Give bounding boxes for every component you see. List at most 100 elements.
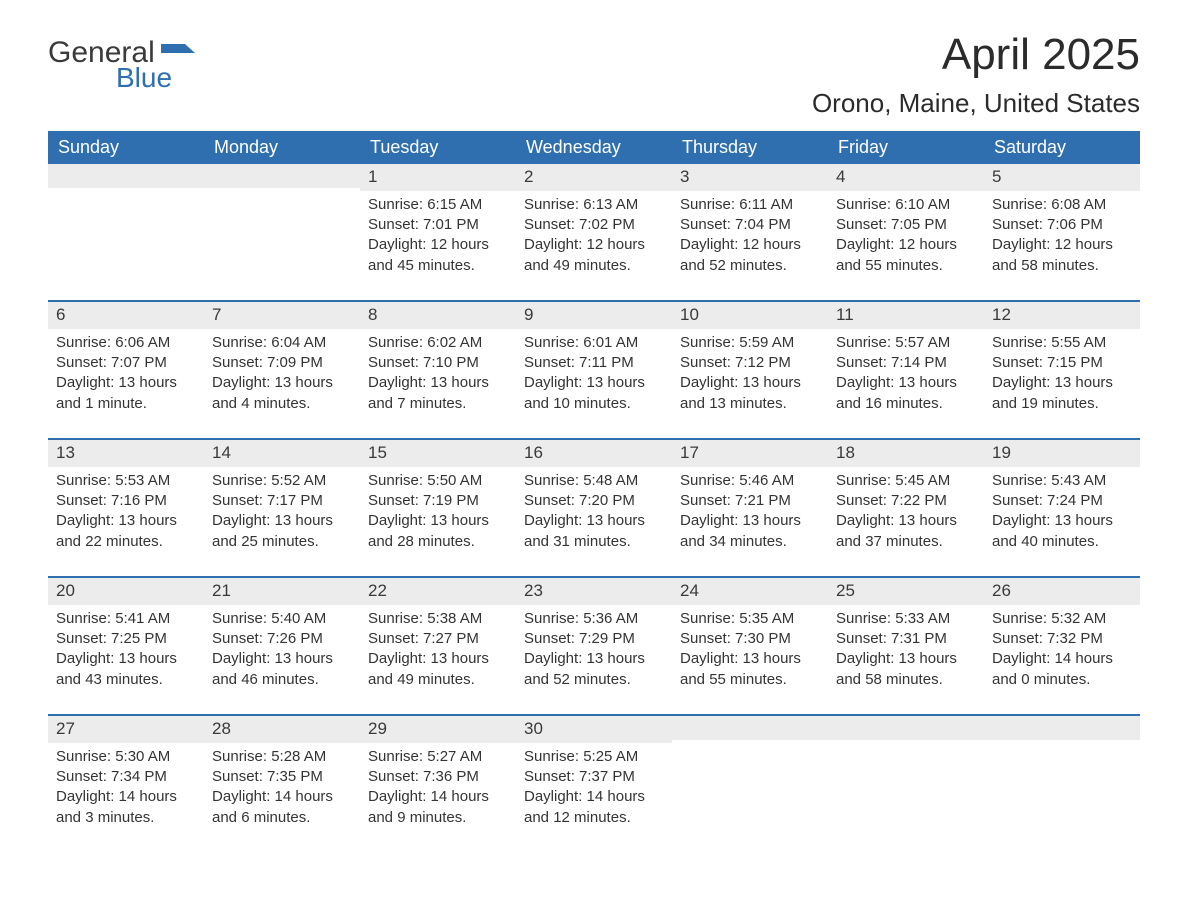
day-cell: 11Sunrise: 5:57 AMSunset: 7:14 PMDayligh… <box>828 302 984 420</box>
day-body: Sunrise: 6:02 AMSunset: 7:10 PMDaylight:… <box>360 329 516 420</box>
daylight-text: Daylight: 13 hours and 43 minutes. <box>56 649 196 690</box>
day-number <box>204 164 360 188</box>
day-number: 23 <box>516 578 672 605</box>
day-number: 6 <box>48 302 204 329</box>
day-cell: 29Sunrise: 5:27 AMSunset: 7:36 PMDayligh… <box>360 716 516 834</box>
sunset-text: Sunset: 7:07 PM <box>56 353 196 373</box>
day-body: Sunrise: 5:32 AMSunset: 7:32 PMDaylight:… <box>984 605 1140 696</box>
day-cell: 26Sunrise: 5:32 AMSunset: 7:32 PMDayligh… <box>984 578 1140 696</box>
day-body: Sunrise: 5:53 AMSunset: 7:16 PMDaylight:… <box>48 467 204 558</box>
calendar: SundayMondayTuesdayWednesdayThursdayFrid… <box>48 131 1140 834</box>
day-number: 22 <box>360 578 516 605</box>
sunset-text: Sunset: 7:19 PM <box>368 491 508 511</box>
day-cell: 21 Sunrise: 5:40 AMSunset: 7:26 PMDayligh… <box>204 578 360 696</box>
sunset-text: Sunset: 7:15 PM <box>992 353 1132 373</box>
sunrise-text: Sunrise: 5:28 AM <box>212 747 352 767</box>
day-body <box>204 188 360 198</box>
sunset-text: Sunset: 7:11 PM <box>524 353 664 373</box>
daylight-text: Daylight: 12 hours and 45 minutes. <box>368 235 508 276</box>
daylight-text: Daylight: 13 hours and 4 minutes. <box>212 373 352 414</box>
day-cell <box>204 164 360 282</box>
day-body <box>984 740 1140 750</box>
sunset-text: Sunset: 7:25 PM <box>56 629 196 649</box>
day-body: Sunrise: 5:36 AMSunset: 7:29 PMDaylight:… <box>516 605 672 696</box>
daylight-text: Daylight: 13 hours and 7 minutes. <box>368 373 508 414</box>
sunset-text: Sunset: 7:01 PM <box>368 215 508 235</box>
day-body: Sunrise: 6:15 AMSunset: 7:01 PMDaylight:… <box>360 191 516 282</box>
day-number: 17 <box>672 440 828 467</box>
day-number: 21 <box>204 578 360 605</box>
daylight-text: Daylight: 14 hours and 9 minutes. <box>368 787 508 828</box>
day-cell: 19Sunrise: 5:43 AMSunset: 7:24 PMDayligh… <box>984 440 1140 558</box>
day-body: Sunrise: 5:33 AMSunset: 7:31 PMDaylight:… <box>828 605 984 696</box>
day-number: 16 <box>516 440 672 467</box>
header: General Blue April 2025 Orono, Maine, Un… <box>48 30 1140 119</box>
daylight-text: Daylight: 12 hours and 58 minutes. <box>992 235 1132 276</box>
sunset-text: Sunset: 7:12 PM <box>680 353 820 373</box>
sunrise-text: Sunrise: 5:43 AM <box>992 471 1132 491</box>
day-cell: 20Sunrise: 5:41 AMSunset: 7:25 PMDayligh… <box>48 578 204 696</box>
day-number: 11 <box>828 302 984 329</box>
week-row: 13Sunrise: 5:53 AMSunset: 7:16 PMDayligh… <box>48 438 1140 558</box>
daylight-text: Daylight: 13 hours and 10 minutes. <box>524 373 664 414</box>
sunset-text: Sunset: 7:27 PM <box>368 629 508 649</box>
day-number <box>828 716 984 740</box>
day-number: 7 <box>204 302 360 329</box>
sunrise-text: Sunrise: 5:59 AM <box>680 333 820 353</box>
sunset-text: Sunset: 7:04 PM <box>680 215 820 235</box>
sunrise-text: Sunrise: 5:45 AM <box>836 471 976 491</box>
day-cell: 17Sunrise: 5:46 AMSunset: 7:21 PMDayligh… <box>672 440 828 558</box>
day-body: Sunrise: 5:50 AMSunset: 7:19 PMDaylight:… <box>360 467 516 558</box>
sunrise-text: Sunrise: 6:01 AM <box>524 333 664 353</box>
sunrise-text: Sunrise: 5:55 AM <box>992 333 1132 353</box>
daylight-text: Daylight: 13 hours and 37 minutes. <box>836 511 976 552</box>
day-body: Sunrise: 5:48 AMSunset: 7:20 PMDaylight:… <box>516 467 672 558</box>
day-body: Sunrise: 5:38 AMSunset: 7:27 PMDaylight:… <box>360 605 516 696</box>
day-of-week-cell: Tuesday <box>360 131 516 164</box>
day-body: Sunrise: 6:13 AMSunset: 7:02 PMDaylight:… <box>516 191 672 282</box>
day-body: Sunrise: 5:59 AMSunset: 7:12 PMDaylight:… <box>672 329 828 420</box>
day-number: 4 <box>828 164 984 191</box>
day-body: Sunrise: 6:04 AMSunset: 7:09 PMDaylight:… <box>204 329 360 420</box>
day-number: 26 <box>984 578 1140 605</box>
day-body: Sunrise: 5:28 AMSunset: 7:35 PMDaylight:… <box>204 743 360 834</box>
daylight-text: Daylight: 14 hours and 12 minutes. <box>524 787 664 828</box>
sunset-text: Sunset: 7:24 PM <box>992 491 1132 511</box>
sunset-text: Sunset: 7:35 PM <box>212 767 352 787</box>
day-body: Sunrise: 6:11 AMSunset: 7:04 PMDaylight:… <box>672 191 828 282</box>
sunset-text: Sunset: 7:20 PM <box>524 491 664 511</box>
day-body: Sunrise: 6:10 AMSunset: 7:05 PMDaylight:… <box>828 191 984 282</box>
day-cell <box>828 716 984 834</box>
daylight-text: Daylight: 13 hours and 25 minutes. <box>212 511 352 552</box>
day-number: 19 <box>984 440 1140 467</box>
location-text: Orono, Maine, United States <box>812 88 1140 119</box>
day-of-week-cell: Thursday <box>672 131 828 164</box>
sunrise-text: Sunrise: 5:35 AM <box>680 609 820 629</box>
sunset-text: Sunset: 7:09 PM <box>212 353 352 373</box>
daylight-text: Daylight: 13 hours and 13 minutes. <box>680 373 820 414</box>
daylight-text: Daylight: 14 hours and 6 minutes. <box>212 787 352 828</box>
day-of-week-cell: Monday <box>204 131 360 164</box>
day-body: Sunrise: 5:46 AMSunset: 7:21 PMDaylight:… <box>672 467 828 558</box>
day-number: 18 <box>828 440 984 467</box>
daylight-text: Daylight: 13 hours and 46 minutes. <box>212 649 352 690</box>
day-cell: 25Sunrise: 5:33 AMSunset: 7:31 PMDayligh… <box>828 578 984 696</box>
day-number: 20 <box>48 578 204 605</box>
day-cell: 28Sunrise: 5:28 AMSunset: 7:35 PMDayligh… <box>204 716 360 834</box>
day-body <box>48 188 204 198</box>
day-cell: 10Sunrise: 5:59 AMSunset: 7:12 PMDayligh… <box>672 302 828 420</box>
day-number: 1 <box>360 164 516 191</box>
day-of-week-cell: Sunday <box>48 131 204 164</box>
logo-text-blue: Blue <box>116 64 172 92</box>
sunrise-text: Sunrise: 5:48 AM <box>524 471 664 491</box>
sunset-text: Sunset: 7:26 PM <box>212 629 352 649</box>
day-number: 30 <box>516 716 672 743</box>
sunset-text: Sunset: 7:17 PM <box>212 491 352 511</box>
day-number <box>672 716 828 740</box>
week-row: 1Sunrise: 6:15 AMSunset: 7:01 PMDaylight… <box>48 164 1140 282</box>
daylight-text: Daylight: 13 hours and 16 minutes. <box>836 373 976 414</box>
day-cell: 24Sunrise: 5:35 AMSunset: 7:30 PMDayligh… <box>672 578 828 696</box>
sunrise-text: Sunrise: 5:40 AM <box>212 609 352 629</box>
day-cell: 3Sunrise: 6:11 AMSunset: 7:04 PMDaylight… <box>672 164 828 282</box>
sunset-text: Sunset: 7:34 PM <box>56 767 196 787</box>
